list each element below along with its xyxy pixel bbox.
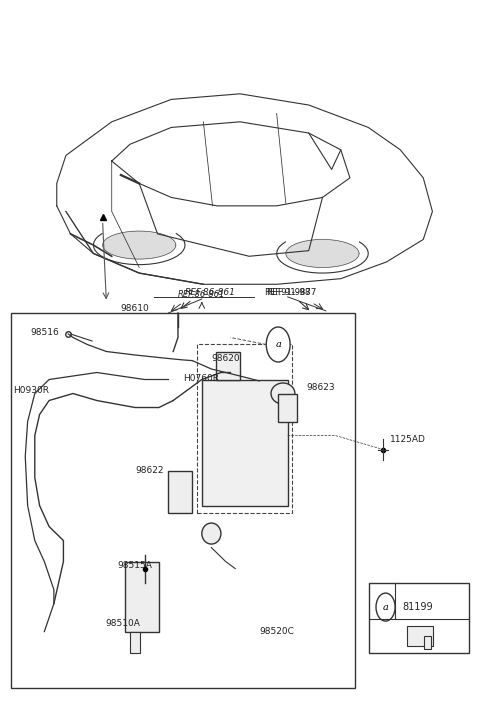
- Text: 98510A: 98510A: [106, 619, 141, 628]
- Text: H0760R: H0760R: [183, 373, 219, 382]
- Bar: [216, 352, 240, 380]
- Text: a: a: [383, 602, 388, 612]
- Bar: [407, 626, 433, 645]
- Bar: [11, 313, 355, 688]
- Bar: [278, 394, 297, 422]
- Text: REF.86-861: REF.86-861: [178, 290, 226, 299]
- Ellipse shape: [202, 523, 221, 544]
- Text: REF.86-861: REF.86-861: [185, 288, 236, 297]
- Text: 98623: 98623: [307, 383, 336, 392]
- Text: 98515A: 98515A: [118, 560, 153, 569]
- Circle shape: [376, 593, 395, 621]
- Text: 98620: 98620: [211, 354, 240, 363]
- Text: 98622: 98622: [135, 466, 164, 475]
- Bar: [130, 631, 140, 652]
- Bar: [125, 562, 159, 631]
- Ellipse shape: [271, 383, 295, 404]
- Text: REF.91-987: REF.91-987: [264, 288, 311, 297]
- Text: a: a: [275, 340, 281, 349]
- Circle shape: [266, 327, 290, 362]
- Bar: [369, 583, 469, 652]
- Bar: [197, 344, 292, 512]
- Text: 98516: 98516: [30, 328, 59, 337]
- Polygon shape: [103, 231, 176, 259]
- Text: 81199: 81199: [402, 602, 433, 612]
- Text: REF.91-987: REF.91-987: [266, 288, 317, 297]
- Bar: [168, 470, 192, 512]
- Text: H0930R: H0930R: [13, 385, 49, 394]
- Bar: [202, 380, 288, 505]
- Polygon shape: [286, 240, 359, 267]
- Text: 98610: 98610: [120, 304, 149, 313]
- Bar: [424, 636, 431, 649]
- Text: 98520C: 98520C: [259, 627, 294, 636]
- Text: 1125AD: 1125AD: [390, 434, 426, 444]
